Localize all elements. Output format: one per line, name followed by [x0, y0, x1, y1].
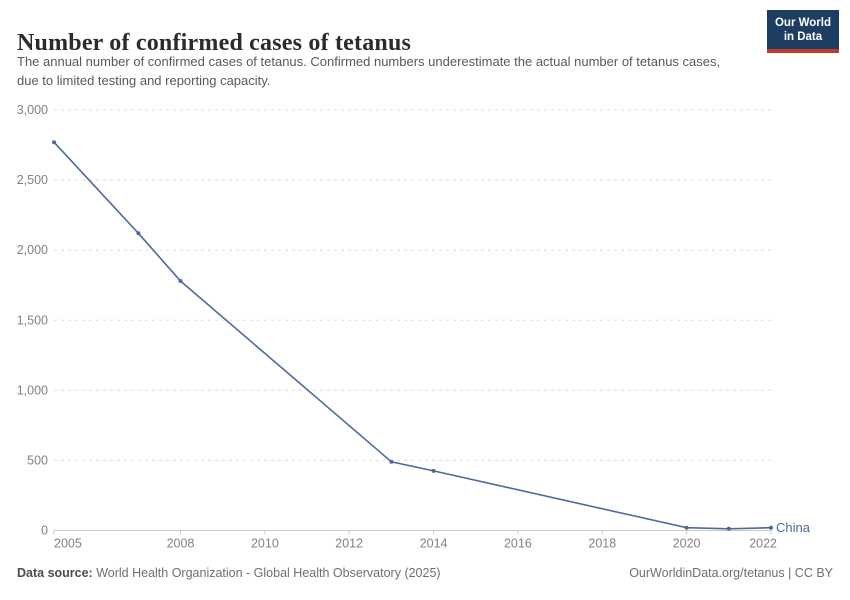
x-tick-label: 2005 [54, 537, 82, 551]
y-tick-label: 3,000 [17, 103, 48, 117]
data-point[interactable] [389, 459, 394, 464]
x-tick-label: 2008 [167, 537, 195, 551]
x-tick-label: 2014 [420, 537, 448, 551]
data-source: Data source: World Health Organization -… [17, 566, 441, 580]
y-tick-label: 1,500 [17, 313, 48, 327]
page-title: Number of confirmed cases of tetanus [17, 30, 412, 57]
y-tick-label: 1,000 [17, 383, 48, 397]
data-point[interactable] [684, 525, 689, 530]
footer-link[interactable]: OurWorldinData.org/tetanus | CC BY [629, 566, 833, 580]
data-point[interactable] [178, 279, 183, 283]
data-point[interactable] [52, 140, 56, 145]
owid-logo-line2: in Data [783, 30, 823, 43]
chart-subtitle: The annual number of confirmed cases of … [17, 54, 721, 88]
x-tick-label: 2020 [673, 537, 701, 551]
y-tick-label: 2,500 [17, 173, 48, 187]
series-line[interactable] [53, 141, 772, 530]
data-point[interactable] [769, 525, 773, 530]
data-point[interactable] [431, 468, 436, 473]
data-source-text: World Health Organization - Global Healt… [92, 566, 441, 580]
data-point[interactable] [726, 526, 731, 531]
owid-logo[interactable]: Our World in Data [766, 10, 839, 53]
owid-logo-line1: Our World [774, 17, 831, 29]
data-point[interactable] [136, 231, 141, 236]
x-tick-label: 2018 [588, 537, 616, 551]
data-source-label: Data source: [17, 566, 93, 580]
line-chart[interactable]: 0 500 1,000 1,500 2,000 2,500 3,000 2005 2008 201… [0, 95, 850, 565]
x-tick-label: 2016 [504, 537, 532, 551]
x-tick-label: 2012 [335, 537, 363, 551]
chart-footer: Data source: World Health Organization -… [17, 566, 833, 580]
x-tick-label: 2010 [251, 537, 279, 551]
y-tick-label: 2,000 [17, 243, 48, 257]
series-label[interactable]: China [776, 520, 811, 535]
y-tick-label: 0 [41, 524, 48, 538]
x-tick-label: 2022 [749, 537, 777, 551]
y-tick-label: 500 [27, 453, 48, 467]
